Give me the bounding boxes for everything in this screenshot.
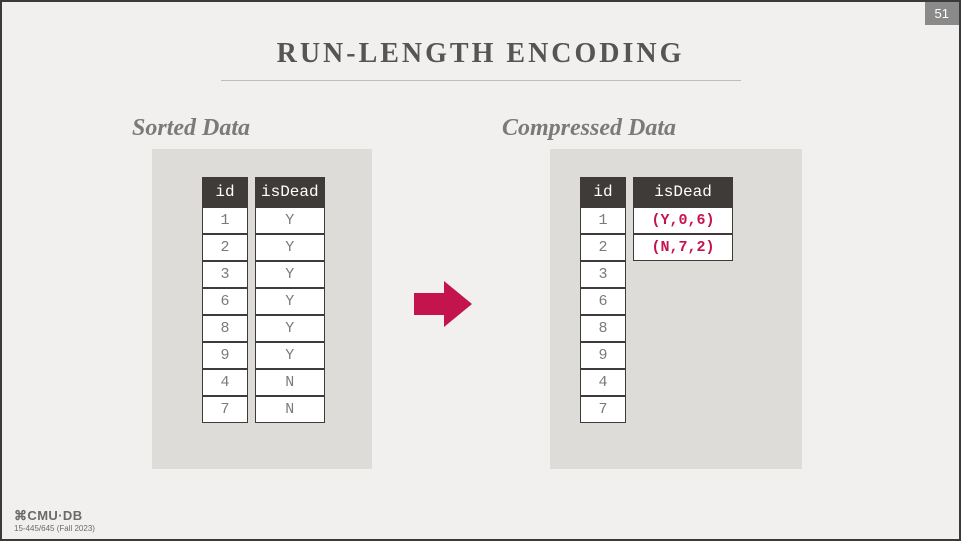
content-area: Sorted Data Compressed Data id 1 2 3 6 8… [2,109,959,499]
cell: Y [255,207,325,234]
cell: N [255,369,325,396]
cell: 2 [202,234,248,261]
page-number: 51 [925,2,959,25]
sorted-id-table: id 1 2 3 6 8 9 4 7 [202,177,248,423]
cell: Y [255,342,325,369]
cell: Y [255,315,325,342]
slide-title: RUN-LENGTH ENCODING [2,38,959,70]
compressed-data-label: Compressed Data [502,115,676,142]
compressed-isdead-table: isDead (Y,0,6) (N,7,2) [633,177,733,261]
cell: Y [255,261,325,288]
arrow-icon [414,279,474,329]
cell: 6 [580,288,626,315]
title-underline [221,80,741,81]
cell: 4 [580,369,626,396]
footer-course: 15-445/645 (Fall 2023) [14,524,95,533]
cell: 2 [580,234,626,261]
cell: 4 [202,369,248,396]
cell: 8 [580,315,626,342]
cell: 3 [202,261,248,288]
rle-tuple: (Y,0,6) [633,207,733,234]
cell: 3 [580,261,626,288]
cell: 9 [202,342,248,369]
cell: 7 [580,396,626,423]
cell: 1 [202,207,248,234]
col-header-id: id [202,177,248,207]
compressed-id-table: id 1 2 3 6 8 9 4 7 [580,177,626,423]
footer: ⌘CMU·DB 15-445/645 (Fall 2023) [14,508,95,533]
sorted-data-label: Sorted Data [132,115,250,142]
cell: 7 [202,396,248,423]
footer-logo: ⌘CMU·DB [14,508,95,524]
col-header-isdead: isDead [633,177,733,207]
cell: Y [255,234,325,261]
cell: 1 [580,207,626,234]
col-header-isdead: isDead [255,177,325,207]
sorted-panel: id 1 2 3 6 8 9 4 7 isDead Y Y Y Y Y Y N … [152,149,372,469]
cell: Y [255,288,325,315]
cell: 9 [580,342,626,369]
sorted-isdead-table: isDead Y Y Y Y Y Y N N [255,177,325,423]
cell: 8 [202,315,248,342]
col-header-id: id [580,177,626,207]
cell: 6 [202,288,248,315]
rle-tuple: (N,7,2) [633,234,733,261]
compressed-panel: id 1 2 3 6 8 9 4 7 isDead (Y,0,6) (N,7,2… [550,149,802,469]
cell: N [255,396,325,423]
